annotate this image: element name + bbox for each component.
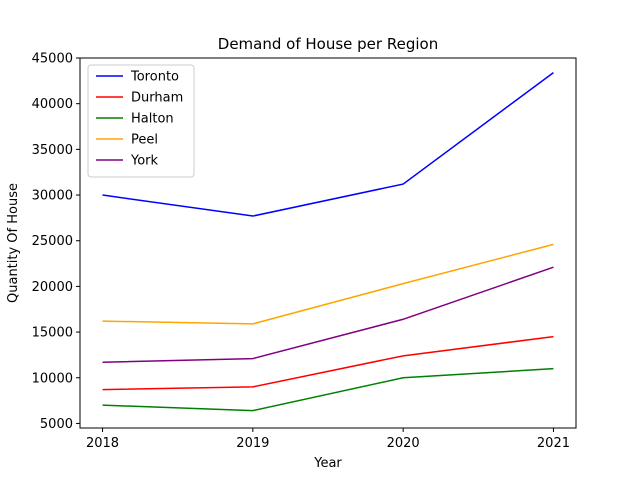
x-axis-label: Year: [313, 456, 342, 471]
x-tick-label: 2019: [236, 436, 269, 451]
y-axis-label: Quantity Of House: [6, 183, 21, 303]
y-tick-label: 15000: [32, 326, 73, 341]
y-tick-label: 40000: [32, 97, 73, 112]
y-tick-label: 35000: [32, 143, 73, 158]
x-axis: 2018 2019 2020 2021: [86, 428, 570, 451]
y-tick-label: 5000: [40, 417, 73, 432]
series-line-york: [102, 266, 554, 363]
series-layer: [102, 72, 554, 412]
legend-label-durham: Durham: [131, 91, 183, 106]
y-tick-label: 30000: [32, 189, 73, 204]
chart-title: Demand of House per Region: [218, 35, 438, 53]
y-tick-label: 25000: [32, 234, 73, 249]
x-tick-label: 2018: [86, 436, 119, 451]
series-line-toronto: [102, 72, 554, 217]
y-axis: 5000 10000 15000 20000 25000 30000 35000 40000 4…: [32, 52, 80, 432]
series-line-durham: [102, 335, 554, 391]
legend-label-halton: Halton: [131, 112, 174, 127]
legend-label-toronto: Toronto: [130, 70, 179, 85]
legend: Toronto Durham Halton Peel York: [87, 64, 195, 178]
series-line-peel: [102, 243, 554, 325]
y-tick-label: 45000: [32, 52, 73, 67]
plot-frame: [79, 57, 577, 429]
legend-box: [87, 64, 195, 178]
y-tick-label: 20000: [32, 280, 73, 295]
y-tick-label: 10000: [32, 371, 73, 386]
legend-label-peel: Peel: [131, 133, 158, 148]
legend-label-york: York: [130, 154, 159, 169]
x-tick-label: 2020: [387, 436, 420, 451]
x-tick-label: 2021: [537, 436, 570, 451]
series-line-halton: [102, 367, 554, 412]
